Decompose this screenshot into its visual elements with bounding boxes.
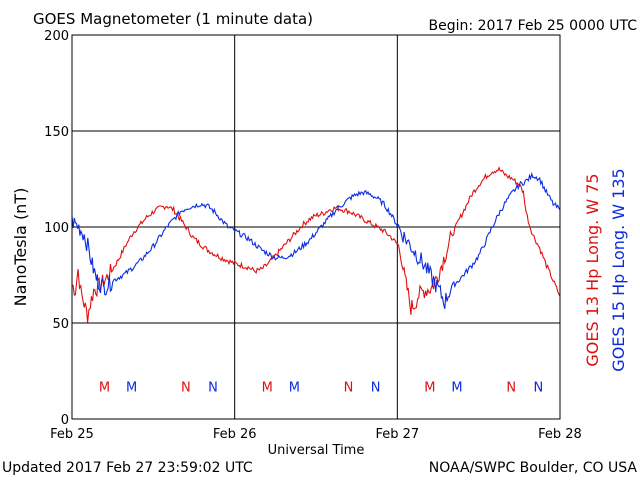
legend-goes13: GOES 13 Hp Long. W 75 <box>583 173 602 366</box>
marker-M: M <box>451 380 462 395</box>
marker-M: M <box>424 380 435 395</box>
marker-M: M <box>262 380 273 395</box>
x-axis-label: Universal Time <box>268 443 365 458</box>
plot-grid <box>72 35 560 419</box>
marker-N: N <box>371 380 381 395</box>
marker-N: N <box>506 380 516 395</box>
x-tick-labels: Feb 25 Feb 26 Feb 27 Feb 28 <box>50 427 582 442</box>
goes13-series-line <box>71 166 561 323</box>
marker-M: M <box>99 380 110 395</box>
legend: GOES 13 Hp Long. W 75 GOES 15 Hp Long. W … <box>583 168 628 371</box>
y-tick-label: 100 <box>44 221 69 236</box>
marker-N: N <box>533 380 543 395</box>
begin-time: Begin: 2017 Feb 25 0000 UTC <box>429 18 638 34</box>
marker-M: M <box>126 380 137 395</box>
marker-N: N <box>181 380 191 395</box>
x-tick-label: Feb 25 <box>50 427 94 442</box>
updated-time: Updated 2017 Feb 27 23:59:02 UTC <box>2 460 253 476</box>
goes15-series-line <box>71 171 561 309</box>
marker-N: N <box>344 380 354 395</box>
x-tick-label: Feb 27 <box>375 427 419 442</box>
chart-title: GOES Magnetometer (1 minute data) <box>33 10 313 28</box>
x-tick-label: Feb 26 <box>213 427 257 442</box>
y-tick-label: 150 <box>44 125 69 140</box>
y-tick-label: 200 <box>44 29 69 44</box>
y-axis-label: NanoTesla (nT) <box>11 188 30 307</box>
marker-M: M <box>289 380 300 395</box>
y-tick-label: 50 <box>52 317 69 332</box>
x-tick-label: Feb 28 <box>538 427 582 442</box>
plot-frame <box>71 34 561 420</box>
credit-text: NOAA/SWPC Boulder, CO USA <box>429 460 638 476</box>
legend-goes15: GOES 15 Hp Long. W 135 <box>609 168 628 371</box>
y-tick-labels: 0 50 100 150 200 <box>44 29 69 428</box>
y-tick-label: 0 <box>61 413 69 428</box>
marker-N: N <box>208 380 218 395</box>
data-series <box>71 166 561 323</box>
